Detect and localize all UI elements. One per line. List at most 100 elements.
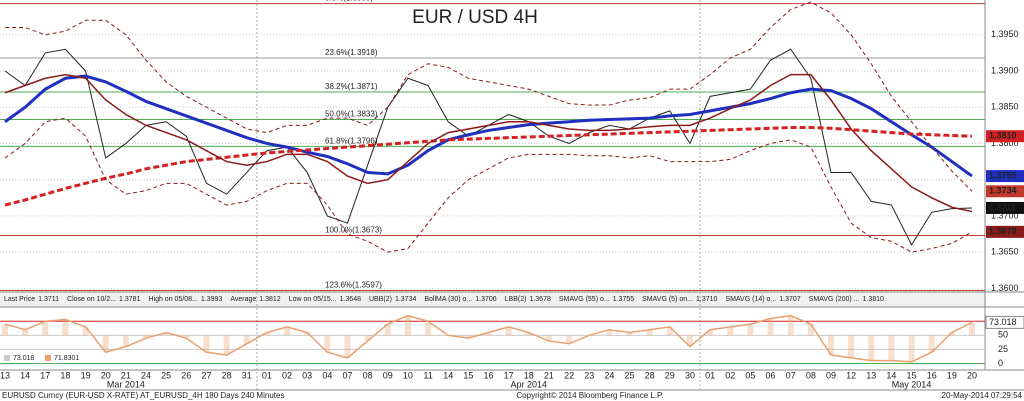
x-tick-label: 26 bbox=[181, 370, 191, 380]
y-tick-label: 1.3700 bbox=[991, 210, 1019, 220]
x-tick-label: 18 bbox=[524, 370, 534, 380]
price-tag-label: 1.3678 bbox=[989, 226, 1017, 236]
osc-tag bbox=[985, 315, 1024, 329]
legend-label: Last Price bbox=[4, 296, 35, 303]
x-tick-label: 14 bbox=[886, 370, 896, 380]
x-tick-label: 12 bbox=[846, 370, 856, 380]
x-tick-label: 14 bbox=[20, 370, 30, 380]
legend-label: Low on 05/15... bbox=[289, 296, 337, 303]
fib-label: 100.0%(1.3673) bbox=[325, 226, 382, 235]
legend-value: 1.3710 bbox=[696, 296, 718, 303]
osc-line bbox=[4, 314, 973, 363]
osc-tick-label: 25 bbox=[998, 344, 1008, 354]
x-tick-label: 29 bbox=[665, 370, 675, 380]
x-tick-label: 14 bbox=[443, 370, 453, 380]
osc-legend-label: 71.8301 bbox=[54, 355, 79, 362]
x-tick-label: 16 bbox=[483, 370, 493, 380]
x-tick-label: 13 bbox=[866, 370, 876, 380]
y-tick-label: 1.3650 bbox=[991, 247, 1019, 257]
legend-label: High on 05/08... bbox=[148, 296, 197, 303]
legend-value: 1.3678 bbox=[529, 296, 551, 303]
osc-tick-label: 0 bbox=[998, 358, 1003, 368]
x-tick-label: 01 bbox=[705, 370, 715, 380]
legend-value: 1.3810 bbox=[863, 296, 885, 303]
series-line bbox=[4, 74, 973, 178]
x-tick-label: 23 bbox=[584, 370, 594, 380]
legend-value: 1.3781 bbox=[119, 296, 141, 303]
footer-right: 20-May-2014 07:29:54 bbox=[942, 391, 1023, 400]
osc-legend-swatch bbox=[4, 355, 10, 361]
x-tick-label: 27 bbox=[201, 370, 211, 380]
series-line bbox=[4, 126, 973, 207]
x-tick-label: 08 bbox=[363, 370, 373, 380]
legend-bar bbox=[0, 292, 986, 307]
x-tick-label: 11 bbox=[423, 370, 432, 380]
legend-value: 1.3706 bbox=[475, 296, 497, 303]
x-tick-label: 09 bbox=[826, 370, 836, 380]
x-tick-label: 09 bbox=[383, 370, 393, 380]
fib-label: 0.0%(1.3993) bbox=[325, 0, 373, 3]
osc-legend-swatch bbox=[45, 355, 51, 361]
x-tick-label: 16 bbox=[927, 370, 937, 380]
x-tick-label: 17 bbox=[504, 370, 514, 380]
fib-label: 61.8%(1.3796) bbox=[325, 136, 378, 145]
x-tick-label: 04 bbox=[322, 370, 332, 380]
legend-label: BollMA (30) o... bbox=[424, 296, 472, 303]
x-tick-label: 21 bbox=[121, 370, 131, 380]
legend-label: Average bbox=[230, 296, 256, 303]
legend-value: 1.3755 bbox=[613, 296, 635, 303]
price-tag bbox=[986, 170, 1024, 183]
x-tick-label: 20 bbox=[101, 370, 111, 380]
legend-value: 1.3993 bbox=[201, 296, 223, 303]
series-line bbox=[5, 1, 973, 192]
x-tick-label: 15 bbox=[463, 370, 473, 380]
x-tick-label: 18 bbox=[60, 370, 70, 380]
x-tick-label: 10 bbox=[403, 370, 413, 380]
x-tick-label: 02 bbox=[725, 370, 735, 380]
x-tick-label: 19 bbox=[947, 370, 957, 380]
legend-value: 1.3734 bbox=[395, 296, 417, 303]
series-line bbox=[4, 117, 973, 253]
x-group-label: Apr 2014 bbox=[511, 379, 548, 389]
x-tick-label: 19 bbox=[81, 370, 91, 380]
x-tick-label: 15 bbox=[907, 370, 917, 380]
x-tick-label: 20 bbox=[967, 370, 977, 380]
x-tick-label: 03 bbox=[302, 370, 312, 380]
legend-label: UBB(2) bbox=[369, 296, 392, 303]
fib-label: 50.0%(1.3833) bbox=[325, 110, 378, 119]
x-tick-label: 17 bbox=[40, 370, 50, 380]
price-tag bbox=[986, 130, 1024, 143]
legend-label: SMAVG (5) on... bbox=[642, 296, 693, 303]
x-tick-label: 07 bbox=[342, 370, 352, 380]
x-group-label: Mar 2014 bbox=[107, 379, 145, 389]
x-tick-label: 25 bbox=[161, 370, 171, 380]
price-tag-label: 1.3755 bbox=[989, 170, 1017, 180]
fib-label: 23.6%(1.3918) bbox=[325, 48, 378, 57]
legend-value: 1.3812 bbox=[259, 296, 281, 303]
price-tag bbox=[986, 185, 1024, 198]
series-line bbox=[4, 73, 973, 213]
x-tick-label: 07 bbox=[786, 370, 796, 380]
legend-label: SMAVG (55) o... bbox=[559, 296, 610, 303]
fib-label: 38.2%(1.3871) bbox=[325, 82, 378, 91]
x-tick-label: 05 bbox=[745, 370, 755, 380]
x-tick-label: 08 bbox=[806, 370, 816, 380]
x-tick-label: 02 bbox=[282, 370, 292, 380]
price-tag bbox=[986, 225, 1024, 238]
osc-legend-label: 73.018 bbox=[13, 355, 35, 362]
osc-tag-label: 73.018 bbox=[989, 317, 1017, 327]
footer-center: Copyright© 2014 Bloomberg Finance L.P. bbox=[516, 391, 663, 400]
x-tick-label: 22 bbox=[564, 370, 574, 380]
x-tick-label: 06 bbox=[766, 370, 776, 380]
legend-label: LBB(2) bbox=[505, 296, 527, 303]
x-tick-label: 24 bbox=[141, 370, 151, 380]
legend-label: SMAVG (14) o... bbox=[725, 296, 776, 303]
x-group-label: May 2014 bbox=[892, 379, 932, 389]
x-tick-label: 21 bbox=[544, 370, 554, 380]
y-tick-label: 1.3800 bbox=[991, 138, 1019, 148]
y-tick-label: 1.3950 bbox=[991, 29, 1019, 39]
x-tick-label: 13 bbox=[0, 370, 10, 380]
x-tick-label: 28 bbox=[645, 370, 655, 380]
price-tag-label: 1.3711 bbox=[989, 202, 1016, 212]
